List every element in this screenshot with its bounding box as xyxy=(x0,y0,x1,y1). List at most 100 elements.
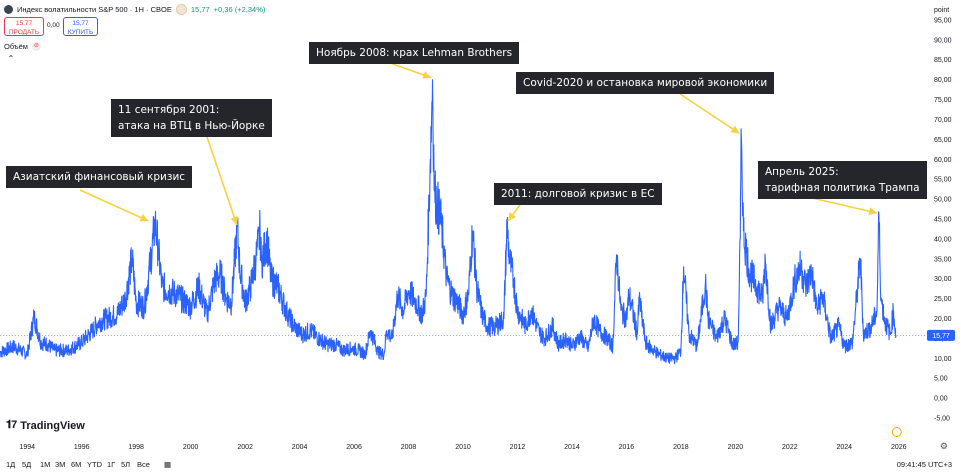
annotation-lehman: Ноябрь 2008: крах Lehman Brothers xyxy=(309,42,520,64)
y-tick-label: 5,00 xyxy=(934,376,948,383)
y-unit-label: point xyxy=(934,7,949,14)
annotation-arrows xyxy=(79,62,878,226)
logo-text: TradingView xyxy=(20,419,85,432)
spread-value: 0,00 xyxy=(47,22,60,29)
x-tick-label: 2012 xyxy=(510,444,526,451)
x-tick-label: 2010 xyxy=(455,444,471,451)
bottom-toolbar: 1Д 5Д 1М 3М 6М YTD 1Г 5Л Все ▦ 09:41:45 … xyxy=(0,456,960,474)
last-price: 15,77 xyxy=(190,5,210,14)
annotation-arrow xyxy=(811,197,878,214)
last-price-tag-text: 15,77 xyxy=(932,333,950,340)
x-tick-label: 2024 xyxy=(837,444,853,451)
y-tick-label: 45,00 xyxy=(934,216,952,223)
y-tick-label: 85,00 xyxy=(934,57,952,64)
annotation-arrow xyxy=(79,189,149,222)
annotation-tariffs: Апрель 2025: тарифная политика Трампа xyxy=(758,161,927,199)
y-axis: point-5,000,005,0010,0015,0020,0025,0030… xyxy=(934,7,952,423)
y-tick-label: 65,00 xyxy=(934,137,952,144)
gear-icon[interactable]: ⚙ xyxy=(939,441,948,451)
x-tick-label: 2022 xyxy=(782,444,798,451)
calendar-icon[interactable]: ▦ xyxy=(164,460,172,469)
timeframe-1d[interactable]: 1Д xyxy=(6,460,16,469)
tradingview-logo-icon: 𝟏7 xyxy=(6,419,17,431)
x-tick-label: 2004 xyxy=(292,444,308,451)
annotation-eu-debt: 2011: долговой кризис в ЕС xyxy=(494,183,662,205)
annotation-text: Азиатский финансовый кризис xyxy=(13,171,186,183)
chart-header: Индекс волатильности S&P 500 · 1Н · CBOE… xyxy=(4,4,265,15)
annotation-arrowhead xyxy=(422,71,432,79)
y-tick-label: 50,00 xyxy=(934,197,952,204)
annotation-arrowhead xyxy=(868,207,877,216)
volume-indicator[interactable]: Объём ⊘ xyxy=(4,42,41,51)
annotation-covid: Covid-2020 и остановка мировой экономики xyxy=(516,72,775,94)
vix-series: 15,77 xyxy=(0,79,955,365)
y-tick-label: 35,00 xyxy=(934,256,952,263)
annotation-arrowhead xyxy=(730,125,740,134)
x-axis: 1994 1996 1998 2000 2002 2004 2006 2008 2010 2012… xyxy=(19,427,907,451)
annotation-text: 2011: долговой кризис в ЕС xyxy=(501,188,655,200)
x-tick-label: 2008 xyxy=(401,444,417,451)
x-tick-label: 2018 xyxy=(673,444,689,451)
x-tick-label: 2002 xyxy=(237,444,253,451)
last-price-tag xyxy=(927,329,955,341)
y-tick-label: 55,00 xyxy=(934,177,952,184)
x-tick-label: 2020 xyxy=(728,444,744,451)
x-tick-label: 1996 xyxy=(74,444,90,451)
sell-button[interactable]: 15,77 ПРОДАТЬ xyxy=(4,17,44,36)
annotation-text-line2: тарифная политика Трампа xyxy=(765,182,920,194)
timeframe-1y[interactable]: 1Г xyxy=(107,460,116,469)
annotation-asian-crisis: Азиатский финансовый кризис xyxy=(6,166,193,188)
x-tick-label: 1998 xyxy=(128,444,144,451)
y-tick-label: 60,00 xyxy=(934,157,952,164)
y-tick-label: 20,00 xyxy=(934,316,952,323)
y-tick-label: 25,00 xyxy=(934,296,952,303)
timeframe-6m[interactable]: 6М xyxy=(71,460,82,469)
annotation-text: Covid-2020 и остановка мировой экономики xyxy=(523,77,768,89)
y-tick-label: 30,00 xyxy=(934,276,952,283)
clock: 09:41:45 UTC+3 xyxy=(896,460,952,469)
timezone-icon[interactable] xyxy=(891,427,902,437)
buy-label: КУПИТЬ xyxy=(67,29,94,36)
y-tick-label: 75,00 xyxy=(934,97,952,104)
symbol-title[interactable]: Индекс волатильности S&P 500 · 1Н · CBOE xyxy=(17,5,172,14)
sell-label: ПРОДАТЬ xyxy=(8,29,40,36)
annotation-arrowhead xyxy=(139,214,149,222)
annotation-text: Ноябрь 2008: крах Lehman Brothers xyxy=(316,47,513,59)
annotation-text-line2: атака на ВТЦ в Нью-Йорке xyxy=(118,120,265,132)
volume-label: Объём xyxy=(4,42,28,51)
buy-price: 15,77 xyxy=(72,20,89,27)
vix-line xyxy=(0,79,897,365)
y-tick-label: 95,00 xyxy=(934,17,952,24)
y-tick-label: 0,00 xyxy=(934,396,948,403)
annotation-text: Апрель 2025: xyxy=(765,166,839,178)
x-tick-label: 2000 xyxy=(183,444,199,451)
y-tick-label: 90,00 xyxy=(934,37,952,44)
annotation-arrow xyxy=(679,93,740,135)
timeframe-5y[interactable]: 5Л xyxy=(121,460,131,469)
annotation-sept-11: 11 сентября 2001: атака на ВТЦ в Нью-Йор… xyxy=(111,99,272,137)
timeframe-all[interactable]: Все xyxy=(137,460,150,469)
price-change: +0,36 (+2,34%) xyxy=(213,5,266,14)
tradingview-logo[interactable]: 𝟏7 TradingView xyxy=(6,419,85,432)
y-tick-label: 80,00 xyxy=(934,77,952,84)
annotation-text: 11 сентября 2001: xyxy=(118,104,220,116)
symbol-icon xyxy=(4,5,13,14)
y-tick-label: -5,00 xyxy=(934,416,950,423)
timeframe-ytd[interactable]: YTD xyxy=(87,460,102,469)
timeframe-3m[interactable]: 3М xyxy=(55,460,66,469)
hidden-eye-icon[interactable]: ⊘ xyxy=(31,42,41,51)
collapse-chevron-icon[interactable]: ⌃ xyxy=(7,54,15,63)
y-tick-label: 40,00 xyxy=(934,236,952,243)
timeframe-5d[interactable]: 5Д xyxy=(22,460,32,469)
x-tick-label: 1994 xyxy=(19,444,35,451)
buy-button[interactable]: 15,77 КУПИТЬ xyxy=(63,17,98,36)
sell-price: 15,77 xyxy=(15,20,33,27)
timeframe-1m[interactable]: 1М xyxy=(40,460,51,469)
market-status-icon xyxy=(175,4,187,15)
x-tick-label: 2016 xyxy=(619,444,635,451)
annotation-arrow xyxy=(206,136,238,226)
x-tick-label: 2006 xyxy=(346,444,362,451)
x-tick-label: 2014 xyxy=(564,444,580,451)
y-tick-label: 70,00 xyxy=(934,117,952,124)
